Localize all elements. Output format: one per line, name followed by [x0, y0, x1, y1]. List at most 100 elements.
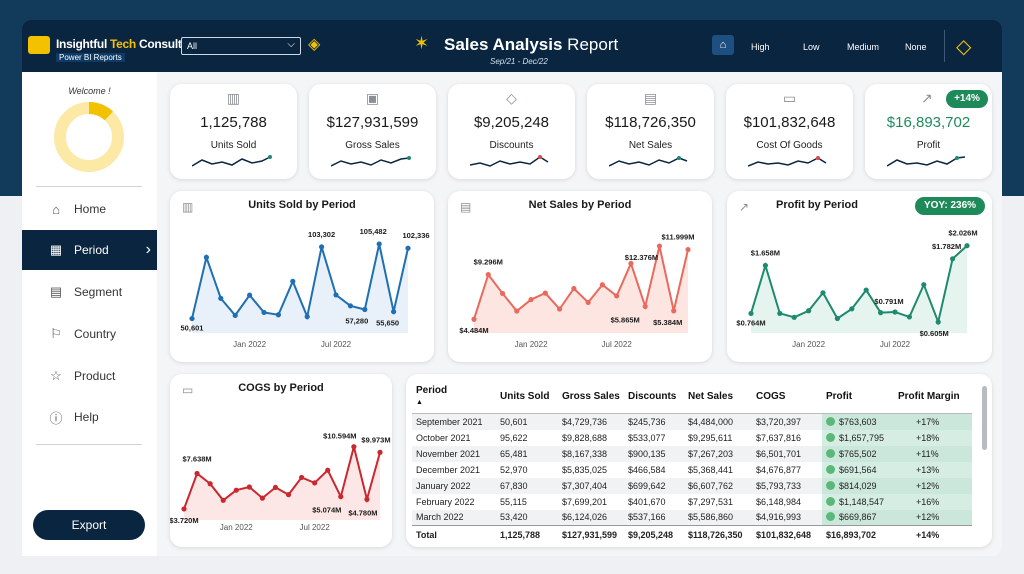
table-row[interactable]: November 2021 65,481 $8,167,338 $900,135 $7,… [412, 445, 972, 462]
brand-logo [28, 36, 50, 54]
wallet-icon: ▭ [782, 90, 797, 106]
data-point [542, 290, 548, 296]
sidebar-item-product[interactable]: ☆ Product [22, 356, 157, 396]
tag-icon: ◇ [506, 90, 517, 106]
kpi-card-units: ▥ 1,125,788 Units Sold [170, 84, 297, 179]
data-label: $5.074M [312, 506, 341, 515]
data-label: 103,302 [308, 230, 335, 239]
level-medium[interactable]: Medium [847, 42, 880, 52]
data-point [364, 496, 370, 502]
column-header[interactable]: Gross Sales [558, 383, 624, 414]
table-cell: 55,115 [500, 496, 527, 507]
profit-badge: +14% [946, 90, 988, 108]
column-header[interactable]: Net Sales [684, 383, 752, 414]
header-divider [944, 30, 945, 62]
table-scrollbar[interactable] [982, 386, 987, 450]
table-cell: $6,501,701 [752, 445, 822, 462]
status-dot-icon [826, 480, 835, 490]
data-point [471, 316, 477, 322]
sidebar-item-label: Product [74, 369, 116, 383]
level-low[interactable]: Low [803, 42, 820, 52]
profit-cell: $765,502 [822, 445, 894, 462]
sidebar-item-period[interactable]: ▦ Period › [22, 230, 157, 270]
brand-subtitle: Power BI Reports [56, 53, 125, 62]
table-row[interactable]: February 2022 55,115 $7,699,201 $401,670 $7,… [412, 493, 972, 510]
data-label: $7.638M [182, 454, 211, 463]
table-row[interactable]: March 2022 53,420 $6,124,026 $537,166 $5,586… [412, 509, 972, 526]
total-cell: $9,205,248 [624, 525, 684, 542]
data-point [362, 306, 368, 313]
data-point [351, 444, 357, 450]
info-icon: ⓘ [49, 410, 63, 426]
table-row[interactable]: January 2022 67,830 $7,307,404 $699,642 $6,6… [412, 477, 972, 494]
total-cell: $118,726,350 [684, 525, 752, 542]
table-row[interactable]: September 2021 50,601 $4,729,736 $245,736 $4… [412, 413, 972, 430]
table-cell: $4,484,000 [684, 413, 752, 430]
kpi-label: Net Sales [628, 140, 673, 151]
sidebar-item-segment[interactable]: ▤ Segment [22, 272, 157, 312]
data-point [806, 308, 812, 314]
data-point [921, 282, 927, 288]
column-header[interactable]: Units Sold [496, 383, 558, 414]
table-cell: +17% [894, 413, 972, 430]
table-cell: $900,135 [624, 445, 684, 462]
x-tick-label: Jul 2022 [300, 523, 331, 532]
column-header[interactable]: Profit [822, 383, 894, 414]
total-cell: $16,893,702 [822, 525, 894, 542]
series-area [474, 246, 688, 333]
data-label: 50,601 [181, 324, 204, 333]
data-label: $12.376M [625, 253, 658, 262]
table-cell: +11% [894, 445, 972, 462]
chart-title: Profit by Period [776, 199, 858, 211]
filter-dropdown[interactable]: All ⌵ [181, 37, 301, 55]
kpi-sparkline [748, 156, 827, 167]
sidebar-item-help[interactable]: ⓘ Help [22, 397, 157, 437]
title-part1: Sales Analysis [444, 35, 563, 54]
table-cell: 50,601 [496, 413, 558, 430]
data-point [275, 312, 281, 318]
sidebar-item-country[interactable]: ⚐ Country [22, 314, 157, 354]
data-point [189, 315, 195, 322]
data-point [485, 272, 491, 278]
data-point [777, 310, 783, 316]
kpi-label: Gross Sales [345, 140, 400, 151]
table-cell: $6,148,984 [756, 496, 802, 507]
level-high[interactable]: High [751, 42, 770, 52]
profit-cell: $1,148,547 [822, 493, 894, 510]
data-point [950, 256, 956, 262]
barcode-icon: ▥ [182, 200, 194, 214]
sidebar-item-label: Segment [74, 285, 123, 299]
table-cell: $7,699,201 [562, 496, 608, 507]
data-point [319, 244, 325, 250]
column-header[interactable]: Profit Margin [894, 383, 972, 414]
wallet-icon: ▭ [182, 383, 194, 397]
kpi-sparkline [887, 156, 966, 167]
column-header[interactable]: COGS [752, 383, 822, 414]
tag-filter-icon[interactable]: ⌂ [712, 35, 734, 55]
clear-filter-icon[interactable]: ◈ [308, 36, 321, 53]
data-label: $10.594M [323, 432, 356, 441]
column-header[interactable]: Period ▲ [412, 383, 496, 414]
column-header[interactable]: Discounts [624, 383, 684, 414]
data-label: $5.384M [653, 318, 682, 327]
home-icon: ⌂ [52, 201, 60, 217]
export-button[interactable]: Export [33, 510, 145, 540]
table-row[interactable]: October 2021 95,622 $9,828,688 $533,077 $9,2… [412, 429, 972, 446]
data-label: $0.764M [736, 318, 765, 327]
barcode-icon: ▥ [226, 90, 241, 106]
level-none[interactable]: None [905, 42, 927, 52]
chart-title: Net Sales by Period [528, 199, 632, 211]
diamond-icon[interactable]: ◇ [956, 36, 972, 58]
sparkle-icon: ✶ [414, 33, 430, 53]
kpi-card-net: ▤ $118,726,350 Net Sales [587, 84, 714, 179]
chart-card-cogs: ▭ COGS by Period Jan 2022 Jul 2022 $3.720M… [170, 374, 392, 547]
profit-chart: Jan 2022 Jul 2022 $0.764M $1.658M $0.791M $0.… [736, 229, 977, 349]
data-label: $9.973M [361, 435, 390, 444]
register-icon: ▤ [643, 90, 658, 106]
data-point [246, 484, 252, 490]
table-row[interactable]: December 2021 52,970 $5,835,025 $466,584 $5,… [412, 461, 972, 478]
table-total-row: Total 1,125,788 $127,931,599 $9,205,248 $118… [412, 525, 972, 542]
cogs-chart: Jan 2022 Jul 2022 $3.720M $7.638M $9.973M $10… [170, 432, 391, 532]
sidebar-item-home[interactable]: ⌂ Home [22, 189, 157, 229]
data-point [585, 299, 591, 305]
